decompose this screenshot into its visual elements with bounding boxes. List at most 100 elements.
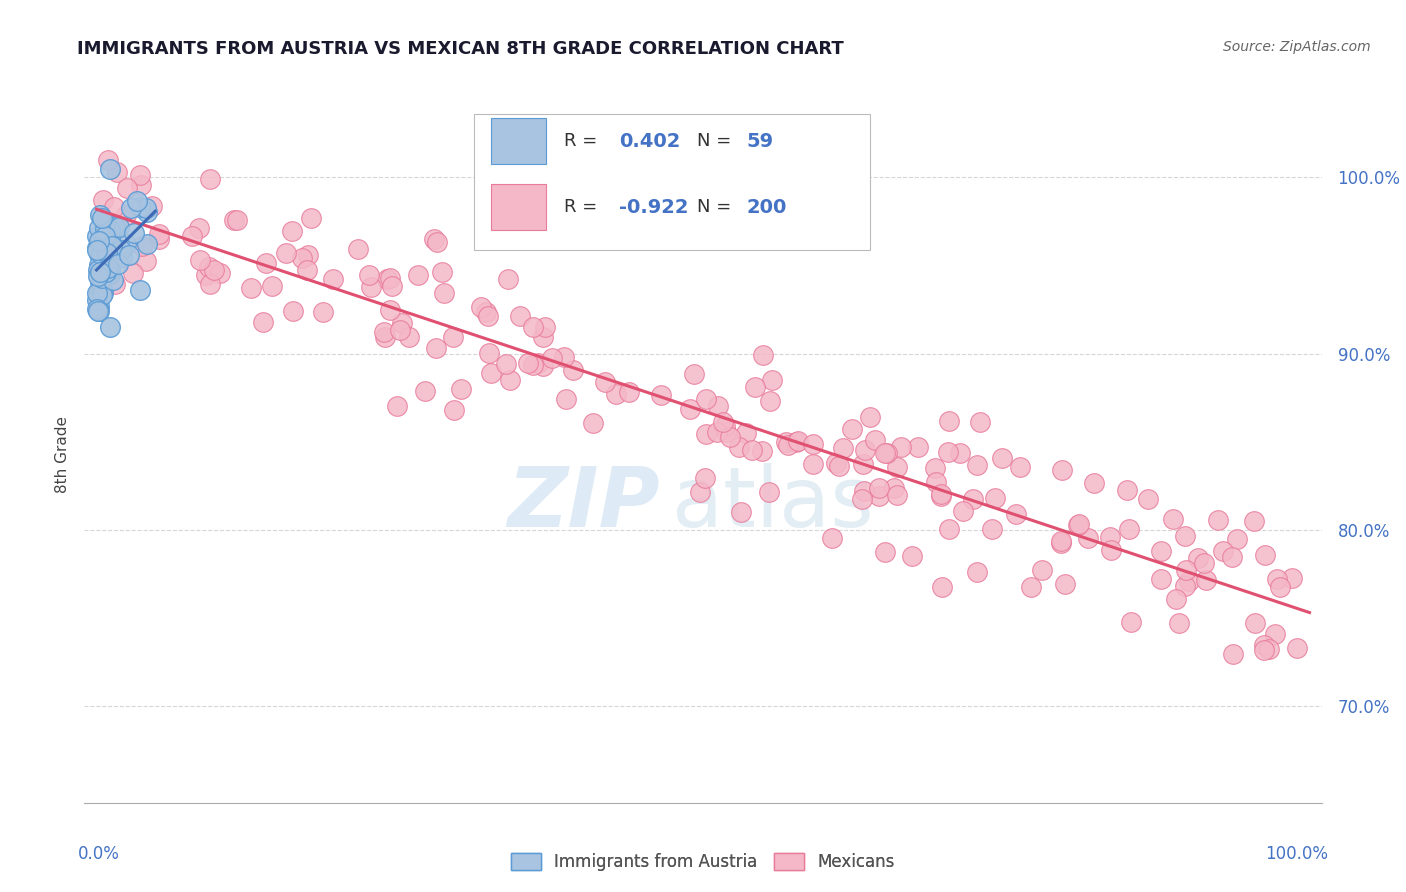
Point xyxy=(93,215,115,229)
Point xyxy=(98,262,121,277)
Point xyxy=(1164,591,1187,606)
Point xyxy=(136,205,159,219)
Point xyxy=(398,330,420,344)
Point xyxy=(1253,638,1275,652)
Point xyxy=(522,320,544,334)
Point xyxy=(94,221,117,235)
Point xyxy=(936,445,959,459)
Point xyxy=(91,193,114,207)
Point xyxy=(89,303,111,318)
Point xyxy=(605,386,627,401)
Point xyxy=(1077,531,1099,545)
Point xyxy=(873,545,896,559)
Point xyxy=(90,247,112,261)
Point xyxy=(208,266,231,280)
Point xyxy=(450,382,472,396)
Point xyxy=(262,278,284,293)
Point xyxy=(86,293,108,307)
Text: Source: ZipAtlas.com: Source: ZipAtlas.com xyxy=(1223,40,1371,54)
Point xyxy=(86,229,108,244)
Point xyxy=(827,458,849,473)
Point xyxy=(198,260,221,274)
Point xyxy=(291,252,314,266)
Point xyxy=(96,265,118,279)
Point xyxy=(859,409,882,424)
Point xyxy=(430,265,453,279)
Point xyxy=(873,445,896,459)
Point xyxy=(949,446,972,460)
Point xyxy=(1220,550,1243,565)
Point xyxy=(952,504,974,518)
Point xyxy=(938,522,960,536)
Point xyxy=(966,458,988,472)
Point xyxy=(87,247,110,261)
Point xyxy=(499,373,522,387)
Point xyxy=(683,368,706,382)
Point xyxy=(114,236,136,251)
Point xyxy=(297,248,319,262)
Point xyxy=(135,202,157,216)
Point xyxy=(479,367,502,381)
Point xyxy=(1270,580,1292,594)
Point xyxy=(801,437,824,451)
Point xyxy=(883,481,905,495)
Point xyxy=(984,491,1007,505)
Point xyxy=(107,257,129,271)
Text: R =: R = xyxy=(564,132,603,150)
Point xyxy=(1004,507,1026,521)
Point xyxy=(252,315,274,329)
Point xyxy=(890,441,912,455)
Point xyxy=(730,505,752,519)
Point xyxy=(901,549,924,563)
Point xyxy=(1067,518,1090,533)
Text: N =: N = xyxy=(697,132,737,150)
Point xyxy=(433,285,456,300)
Point xyxy=(98,231,121,245)
Point xyxy=(239,280,262,294)
Point xyxy=(135,254,157,268)
Point xyxy=(695,427,717,442)
Point xyxy=(474,304,496,318)
Point xyxy=(517,356,540,370)
Point xyxy=(110,244,132,258)
Point xyxy=(98,223,121,237)
Text: 0.402: 0.402 xyxy=(619,132,681,151)
Point xyxy=(202,263,225,277)
Point xyxy=(509,309,531,323)
Point xyxy=(378,271,401,285)
Point xyxy=(89,221,111,235)
Point xyxy=(534,320,557,334)
Point xyxy=(477,309,499,323)
Point xyxy=(1243,514,1265,528)
Point xyxy=(775,434,797,449)
Point xyxy=(711,415,734,429)
Legend: Immigrants from Austria, Mexicans: Immigrants from Austria, Mexicans xyxy=(505,847,901,878)
Point xyxy=(360,279,382,293)
Point xyxy=(87,263,110,277)
Point xyxy=(679,401,702,416)
Point xyxy=(853,442,876,457)
Point xyxy=(1174,579,1197,593)
Point xyxy=(966,566,988,580)
Point xyxy=(1053,577,1076,591)
Point xyxy=(785,435,807,450)
Point xyxy=(470,300,492,314)
Point xyxy=(87,284,110,298)
Text: ZIP: ZIP xyxy=(508,463,659,544)
Point xyxy=(1258,641,1281,656)
Point xyxy=(865,434,887,448)
Text: -0.922: -0.922 xyxy=(619,198,689,217)
Point xyxy=(751,444,773,458)
Point xyxy=(118,248,141,262)
Point xyxy=(180,229,202,244)
Point xyxy=(406,268,429,282)
Point xyxy=(929,489,952,503)
Point xyxy=(378,303,401,318)
Point xyxy=(693,471,716,485)
Point xyxy=(541,351,564,365)
Point xyxy=(87,304,110,318)
Point xyxy=(831,442,853,456)
Point xyxy=(381,279,404,293)
Point xyxy=(98,161,121,176)
Point xyxy=(980,522,1002,536)
